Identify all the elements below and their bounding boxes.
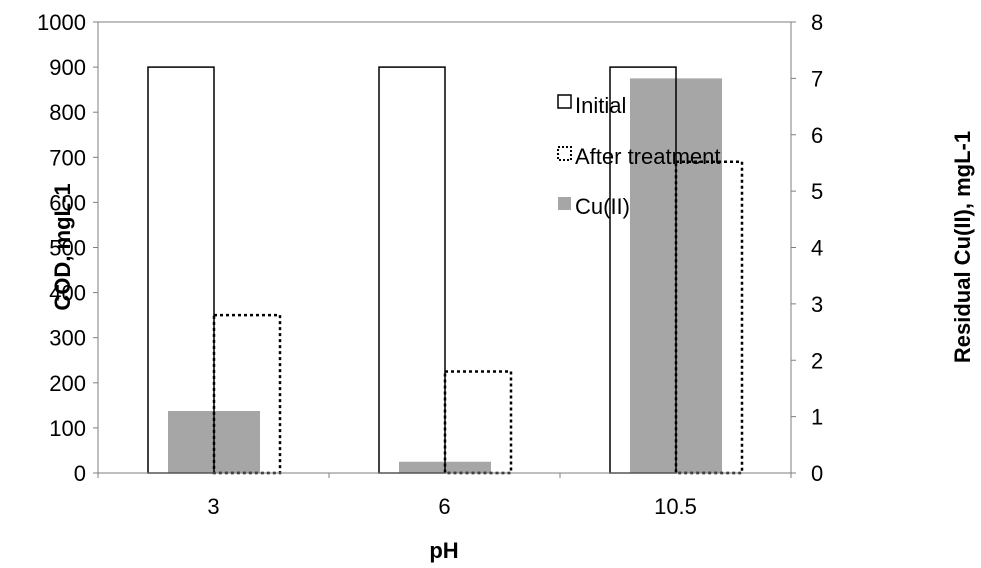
bar-after-treatment (212, 313, 282, 475)
right-tick-label: 7 (811, 66, 823, 91)
x-tick-labels: 3 6 10.5 (97, 473, 792, 519)
legend-swatch-after-treatment (557, 146, 572, 161)
left-tick-label: 300 (49, 326, 86, 351)
x-axis-title: pH (429, 538, 458, 563)
left-tick-label: 100 (49, 416, 86, 441)
right-tick-label: 4 (811, 236, 823, 261)
legend-label-after-treatment: After treatment (575, 144, 721, 169)
legend-swatch-initial (557, 94, 572, 109)
right-tick-label: 5 (811, 179, 823, 204)
left-tick-label: 500 (49, 236, 86, 261)
x-tick-label: 3 (207, 494, 219, 519)
legend-swatch-cu (558, 197, 571, 210)
legend-label-cu: Cu(II) (575, 194, 630, 219)
left-tick-label: 200 (49, 371, 86, 396)
left-tick-label: 400 (49, 281, 86, 306)
right-tick-label: 8 (811, 10, 823, 35)
right-tick-label: 1 (811, 405, 823, 430)
x-tick-label: 6 (438, 494, 450, 519)
right-tick-label: 0 (811, 461, 823, 486)
left-tick-label: 800 (49, 100, 86, 125)
left-y-ticks: 0 100 200 300 400 500 600 700 800 900 1000 (37, 10, 98, 486)
left-tick-label: 600 (49, 190, 86, 215)
right-tick-label: 3 (811, 292, 823, 317)
right-tick-label: 2 (811, 348, 823, 373)
right-y-ticks: 0 1 2 3 4 5 6 7 8 (791, 10, 823, 486)
legend: Initial After treatment Cu(II) (557, 93, 721, 219)
left-tick-label: 0 (74, 461, 86, 486)
left-tick-label: 1000 (37, 10, 86, 35)
right-tick-label: 6 (811, 123, 823, 148)
legend-label-initial: Initial (575, 93, 626, 118)
x-tick-label: 10.5 (654, 494, 697, 519)
y-axis-title: COD, mgL-1 (50, 183, 75, 310)
left-tick-label: 700 (49, 145, 86, 170)
left-tick-label: 900 (49, 55, 86, 80)
y2-axis-title: Residual Cu(II), mgL-1 (950, 131, 975, 363)
